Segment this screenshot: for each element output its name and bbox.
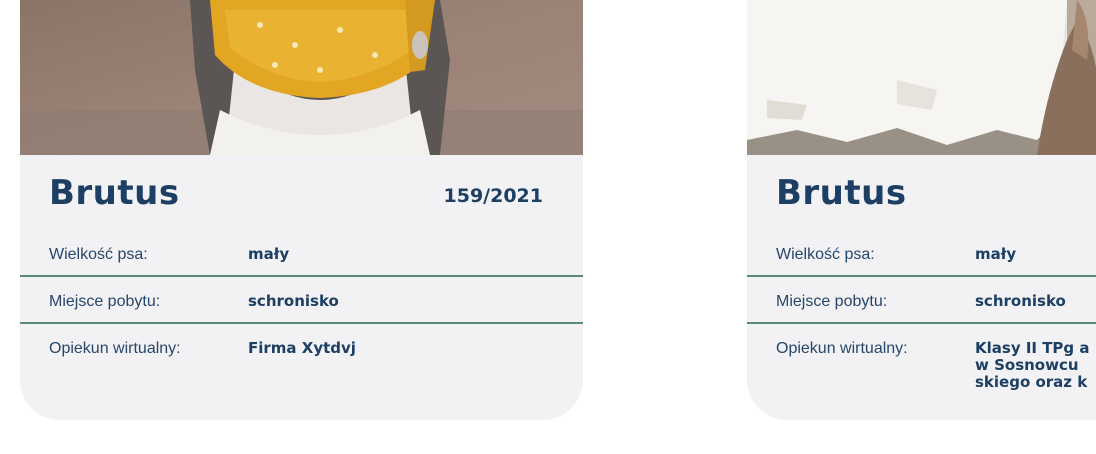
location-row: Miejsce pobytu: schronisko	[747, 277, 1096, 324]
size-row: Wielkość psa: mały	[20, 230, 583, 277]
location-value: schronisko	[975, 292, 1066, 310]
dog-name[interactable]: Brutus	[776, 173, 907, 213]
dog-card[interactable]: Brutus 159/2021 Wielkość psa: mały Miejs…	[20, 0, 583, 420]
row-divider	[747, 275, 1096, 277]
dog-photo-image	[20, 0, 583, 155]
guardian-label: Opiekun wirtualny:	[776, 340, 908, 357]
size-label: Wielkość psa:	[49, 246, 148, 263]
guardian-value: Klasy II TPg a w Sosnowcu skiego oraz k	[975, 340, 1090, 391]
location-label: Miejsce pobytu:	[776, 293, 888, 310]
dog-card[interactable]: Brutus Wielkość psa: mały Miejsce pobytu…	[747, 0, 1096, 420]
dog-photo[interactable]	[747, 0, 1096, 155]
size-value: mały	[975, 245, 1017, 263]
location-row: Miejsce pobytu: schronisko	[20, 277, 583, 324]
row-divider	[20, 322, 583, 324]
guardian-value: Firma Xytdvj	[248, 339, 356, 357]
dog-photo[interactable]	[20, 0, 583, 155]
size-row: Wielkość psa: mały	[747, 230, 1096, 277]
size-value: mały	[248, 245, 290, 263]
location-label: Miejsce pobytu:	[49, 293, 161, 310]
dog-photo-image	[747, 0, 1096, 155]
dog-registration-number: 159/2021	[443, 185, 543, 207]
guardian-row: Opiekun wirtualny: Klasy II TPg a w Sosn…	[747, 324, 1096, 391]
size-label: Wielkość psa:	[776, 246, 875, 263]
row-divider	[20, 275, 583, 277]
guardian-value-line: Klasy II TPg a	[975, 339, 1090, 357]
guardian-value-line: w Sosnowcu	[975, 356, 1079, 374]
row-divider	[747, 322, 1096, 324]
dog-name[interactable]: Brutus	[49, 173, 180, 213]
guardian-value-line: skiego oraz k	[975, 373, 1088, 391]
location-value: schronisko	[248, 292, 339, 310]
guardian-row: Opiekun wirtualny: Firma Xytdvj	[20, 324, 583, 370]
guardian-label: Opiekun wirtualny:	[49, 340, 181, 357]
